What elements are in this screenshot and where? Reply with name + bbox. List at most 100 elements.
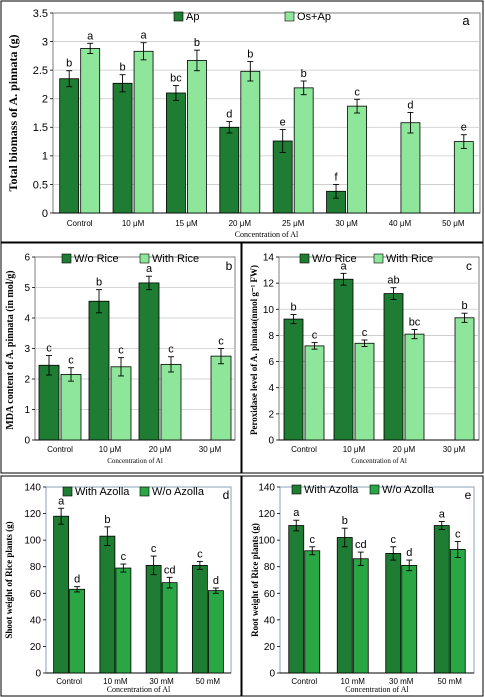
x-tick-label: 30 mM (389, 677, 414, 686)
x-tick-label: 30 μM (199, 445, 222, 454)
significance-label: c (151, 543, 157, 555)
bar (69, 588, 86, 674)
significance-label: a (87, 30, 94, 42)
bar (288, 525, 305, 674)
legend-swatch (139, 253, 150, 264)
bar (385, 553, 402, 674)
significance-label: c (118, 345, 124, 357)
legend-swatch (62, 486, 73, 497)
bar (283, 318, 304, 441)
x-tick-label: 15 μM (175, 219, 198, 228)
y-tick-label: 6 (24, 253, 30, 264)
y-tick-label: 10 (263, 305, 275, 316)
significance-label: ab (387, 275, 399, 287)
bar (99, 535, 116, 674)
x-tick-label: 20 μM (393, 445, 416, 454)
panel-d-frame (0, 475, 242, 697)
significance-label: b (104, 514, 110, 526)
significance-label: a (340, 260, 347, 272)
y-tick-label: 14 (263, 253, 275, 264)
panel-letter: a (462, 13, 470, 28)
x-tick-label: Control (67, 219, 93, 228)
bar (161, 582, 178, 674)
bar (240, 70, 261, 214)
bar (191, 564, 208, 674)
bar (110, 366, 132, 441)
bar (454, 317, 475, 441)
chart-panel-a: 0 0.5 1 1.5 2 2.5 3 3.5 Control 10 μM 15 μM 20 μM 25… (6, 8, 481, 239)
y-axis-title: Root weight of Rice plants (g) (250, 523, 260, 637)
bar (138, 282, 160, 441)
y-tick-label: 0 (269, 669, 275, 680)
y-tick-label: 140 (258, 483, 275, 494)
legend-label: W/o Rice (74, 253, 119, 265)
y-axis-title: MDA content of A. pinnata (in mol/g) (5, 270, 16, 429)
bar (187, 60, 207, 214)
y-axis-title: Shoot weight of Rice plants (g) (4, 521, 14, 638)
bar (347, 105, 367, 214)
x-tick-label: 50 mM (196, 677, 221, 686)
y-tick-label: 40 (30, 615, 42, 626)
x-tick-label: Control (56, 677, 82, 686)
y-tick-label: 140 (24, 483, 41, 494)
bar (304, 550, 321, 674)
y-tick-label: 120 (24, 509, 41, 520)
legend-label: W/o Rice (312, 253, 357, 265)
bar (133, 50, 154, 214)
bar (401, 564, 418, 674)
panel-letter: b (226, 259, 233, 273)
chart-panel-b: 0 1 2 3 4 5 6 Control 10 μM 20 μM 30 μM c b a c c c c W/o … (5, 253, 236, 465)
bar (112, 82, 133, 214)
bar (160, 363, 182, 441)
x-tick-label: 50 mM (438, 677, 463, 686)
significance-label: e (280, 117, 286, 129)
significance-label: c (312, 330, 318, 342)
significance-label: a (293, 507, 300, 519)
panel-e-frame (241, 475, 484, 697)
significance-label: cd (164, 564, 176, 576)
x-tick-label: 10 mM (103, 677, 128, 686)
x-tick-label: 20 μM (229, 219, 252, 228)
significance-label: c (68, 355, 74, 367)
panel-b-frame (0, 242, 242, 474)
significance-label: c (121, 551, 127, 563)
significance-label: d (74, 574, 80, 586)
y-tick-label: 0 (42, 208, 48, 220)
panel-letter: e (465, 488, 472, 502)
bar (210, 355, 232, 441)
x-tick-label: 20 μM (149, 445, 172, 454)
panel-c-frame (241, 242, 484, 474)
significance-label: a (439, 509, 446, 521)
y-tick-label: 0 (24, 436, 30, 447)
legend-label: W/o Azolla (152, 486, 205, 498)
significance-label: c (46, 343, 52, 355)
legend-swatch (291, 484, 302, 495)
bar (38, 364, 60, 441)
y-axis-title: Total biomass of A. pinnata (g) (6, 35, 20, 192)
legend-label: With Rice (152, 253, 199, 265)
significance-label: d (407, 99, 413, 111)
bar (145, 564, 162, 674)
legend-swatch (139, 486, 150, 497)
y-tick-label: 2 (42, 94, 48, 106)
chart-panel-c: 0 2 4 6 8 10 12 14 Control 10 μM 20 μM 30 μM b a ab c c b… (249, 253, 480, 465)
x-tick-label: 30 μM (443, 445, 466, 454)
y-tick-label: 100 (24, 536, 41, 547)
y-tick-label: 20 (264, 642, 276, 653)
y-tick-label: 80 (264, 562, 276, 573)
x-tick-label: 10 mM (341, 677, 366, 686)
x-tick-label: 50 μM (442, 219, 465, 228)
legend-label: W/o Azolla (382, 484, 435, 496)
significance-label: b (342, 515, 348, 527)
x-tick-label: 25 μM (282, 219, 305, 228)
y-tick-label: 4 (24, 314, 30, 325)
y-tick-label: 40 (264, 615, 276, 626)
legend-swatch (299, 253, 310, 264)
y-tick-label: 5 (24, 283, 30, 294)
x-axis-title: Concentration of Al (107, 685, 171, 694)
significance-label: b (247, 49, 253, 61)
x-tick-label: 10 μM (343, 445, 366, 454)
significance-label: b (301, 68, 307, 80)
bar (166, 92, 186, 214)
